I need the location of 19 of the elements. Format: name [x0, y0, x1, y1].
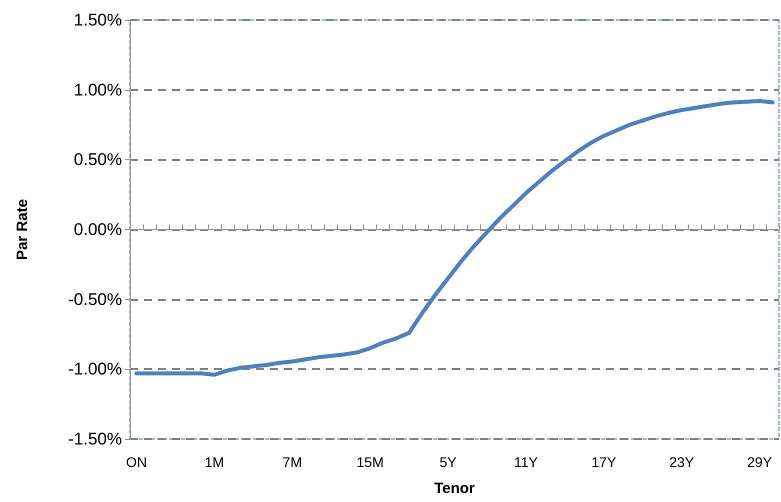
y-tick-label: -1.00% [68, 360, 122, 379]
x-tick-label: 7M [282, 454, 302, 470]
y-tick-label: 0.00% [74, 220, 122, 239]
x-tick-label: ON [126, 454, 147, 470]
y-tick-label: -0.50% [68, 290, 122, 309]
x-tick-label: 15M [356, 454, 384, 470]
x-tick-label: 11Y [514, 454, 538, 470]
x-tick-label: 23Y [669, 454, 695, 470]
x-tick-label: 29Y [747, 454, 773, 470]
y-tick-label: -1.50% [68, 430, 122, 448]
y-tick-label: 1.50% [74, 10, 122, 30]
y-tick-label: 1.00% [74, 80, 122, 100]
x-tick-label: 5Y [439, 454, 458, 470]
y-tick-label: 0.50% [74, 150, 122, 170]
x-tick-label: 17Y [591, 454, 617, 470]
line-series [134, 99, 775, 377]
x-axis-title: Tenor [434, 480, 475, 497]
y-axis-title: Par Rate [14, 199, 31, 260]
x-tick-label: 1M [204, 454, 224, 470]
